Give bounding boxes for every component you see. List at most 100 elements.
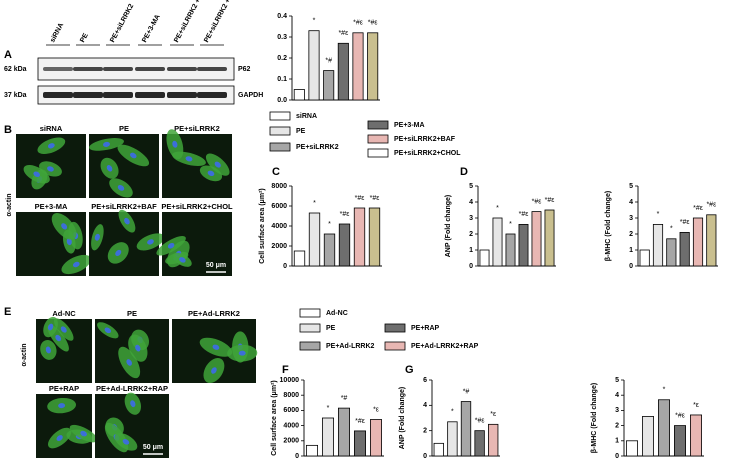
- significance-label: *#ε: [368, 20, 378, 27]
- nucleus: [167, 242, 175, 249]
- significance-label: *ε: [373, 406, 379, 413]
- legend-swatch: [367, 134, 389, 144]
- nucleus: [117, 185, 125, 191]
- legend-label: PE+siLRRK2+BAF: [394, 136, 456, 143]
- nucleus: [55, 334, 62, 342]
- legend-label: siRNA: [296, 113, 317, 120]
- bar: [337, 42, 349, 101]
- nucleus: [185, 156, 193, 162]
- image-label: PE+RAP: [49, 384, 79, 393]
- legend-swatch: [299, 323, 321, 333]
- bar: [642, 416, 655, 457]
- blot-band: [73, 67, 103, 71]
- y-tick-label: 4000: [283, 422, 299, 429]
- image-label: Ad-NC: [52, 309, 76, 318]
- bar: [321, 417, 334, 457]
- significance-label: *#ε: [532, 198, 542, 205]
- nucleus: [47, 323, 54, 331]
- legend-swatch: [299, 341, 321, 351]
- bar: [352, 32, 364, 101]
- blot-band: [167, 92, 197, 98]
- y-tick-label: 0.4: [277, 13, 287, 20]
- legend-swatch: [367, 148, 389, 158]
- y-tick-label: 0.3: [277, 34, 287, 41]
- y-tick-label: 4: [629, 199, 633, 206]
- blot-size: 37 kDa: [4, 92, 27, 99]
- bar: [337, 407, 350, 457]
- bar: [492, 217, 503, 267]
- panel-letter: F: [282, 364, 289, 376]
- bar: [639, 249, 650, 267]
- image-label: siRNA: [40, 124, 63, 133]
- bar: [323, 233, 336, 267]
- significance-label: *#ε: [693, 205, 703, 212]
- y-tick-label: 1: [469, 247, 473, 254]
- image-label: PE+Ad-LRRK2: [188, 309, 240, 318]
- nucleus: [80, 430, 87, 437]
- bar: [367, 32, 379, 101]
- significance-label: *#ε: [338, 30, 348, 37]
- blot-band: [135, 67, 165, 71]
- y-tick-label: 2: [615, 422, 619, 429]
- panel-letter: C: [272, 166, 280, 178]
- legend-swatch: [299, 308, 321, 318]
- nucleus: [58, 403, 66, 409]
- legend-label: PE: [326, 325, 336, 332]
- y-tick-label: 1: [615, 438, 619, 445]
- nucleus: [115, 249, 122, 257]
- nucleus: [135, 344, 141, 352]
- blot-band: [167, 67, 197, 71]
- panel-letter: A: [4, 49, 12, 61]
- y-tick-label: 0: [423, 453, 427, 460]
- bar: [706, 214, 717, 267]
- bar: [433, 442, 444, 457]
- bar: [369, 419, 382, 457]
- image-label: PE+3-MA: [35, 202, 68, 211]
- y-tick-label: 10000: [280, 377, 300, 384]
- y-tick-label: 8000: [283, 392, 299, 399]
- blot-band: [43, 92, 73, 98]
- lane-label: PE: [79, 32, 90, 44]
- nucleus: [122, 439, 130, 445]
- y-tick-label: 3: [469, 215, 473, 222]
- panel-letter: D: [460, 166, 468, 178]
- legend-swatch: [269, 111, 291, 121]
- significance-label: *#ε: [355, 195, 365, 202]
- scale-label: 50 μm: [143, 444, 163, 451]
- y-tick-label: 3: [629, 215, 633, 222]
- y-tick-label: 0: [295, 453, 299, 460]
- y-tick-label: 0: [469, 263, 473, 270]
- nucleus: [147, 239, 154, 245]
- bar: [293, 89, 305, 101]
- y-tick-label: 8000: [271, 183, 287, 190]
- nucleus: [66, 238, 72, 246]
- bar: [447, 421, 458, 457]
- nucleus: [45, 346, 51, 354]
- bar: [460, 401, 472, 457]
- y-tick-label: 4000: [271, 223, 287, 230]
- y-tick-label: 2: [629, 231, 633, 238]
- significance-label: *: [313, 200, 316, 207]
- scale-label: 50 μm: [206, 262, 226, 269]
- y-tick-label: 6000: [283, 407, 299, 414]
- bar: [518, 223, 529, 267]
- legend-label: Ad-NC: [326, 310, 348, 317]
- y-tick-label: 6000: [271, 203, 287, 210]
- nucleus: [130, 152, 137, 159]
- bar: [692, 217, 704, 267]
- significance-label: *#ε: [545, 197, 555, 204]
- bar: [305, 444, 318, 457]
- nucleus: [94, 233, 100, 241]
- nucleus: [207, 170, 215, 177]
- nucleus: [60, 326, 67, 333]
- significance-label: *: [313, 18, 316, 25]
- nucleus: [238, 350, 246, 356]
- blot-band: [197, 67, 227, 71]
- bar: [626, 440, 639, 457]
- bar: [690, 414, 703, 457]
- nucleus: [214, 161, 221, 168]
- nucleus: [47, 166, 54, 172]
- blot-band: [103, 92, 133, 98]
- stain-label: α-actin: [6, 194, 13, 217]
- nucleus: [61, 223, 68, 230]
